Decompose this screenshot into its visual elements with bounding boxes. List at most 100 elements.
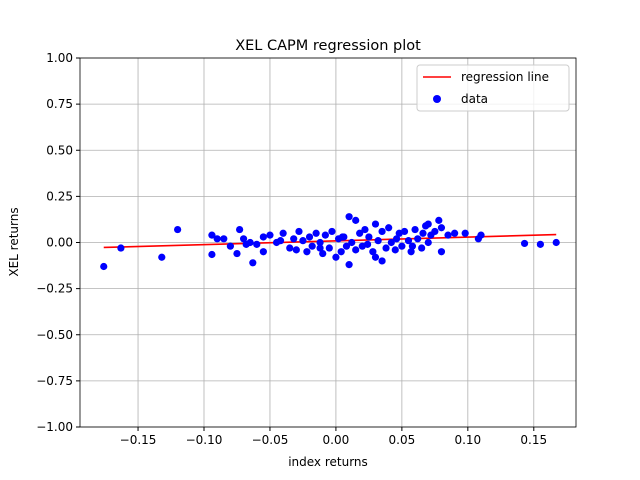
data-point [328, 227, 336, 236]
data-point [233, 249, 241, 258]
data-point [325, 244, 333, 252]
grid [80, 57, 576, 428]
data-point [308, 242, 316, 250]
data-point [352, 216, 360, 224]
legend-swatch [433, 95, 441, 103]
data-point [424, 238, 432, 247]
data-point [321, 231, 329, 239]
y-axis-label: XEL returns [7, 207, 21, 276]
data-point [117, 244, 125, 252]
y-tick-label: −0.50 [36, 328, 73, 342]
data-point [319, 249, 327, 258]
data-point [392, 235, 401, 243]
x-tick-label: 0.10 [454, 433, 481, 447]
legend: regression line data [416, 64, 570, 112]
x-tick-label: −0.05 [252, 433, 289, 447]
data-point [158, 253, 166, 261]
y-tick-label: 0.50 [46, 143, 73, 157]
data-point [451, 229, 459, 237]
data-point [408, 242, 417, 250]
data-point [276, 237, 285, 245]
data-point [337, 248, 345, 256]
data-point [174, 225, 182, 234]
axes: −0.15 −0.10 −0.05 0.00 0.05 0.10 0.15 −1.00 −0.7… [36, 51, 547, 447]
data-point [292, 246, 300, 254]
data-point [345, 213, 353, 221]
plot-marks [100, 213, 560, 271]
data-point [385, 224, 393, 232]
data-point [365, 233, 373, 241]
data-point [242, 240, 250, 248]
x-tick-label: 0.05 [389, 433, 416, 447]
data-point [290, 235, 298, 243]
data-point [444, 231, 452, 239]
data-point [371, 220, 380, 228]
data-point [316, 238, 324, 247]
y-tick-label: 0.00 [46, 236, 73, 250]
data-point [477, 231, 485, 239]
y-tick-label: −0.75 [36, 374, 73, 388]
data-point [226, 242, 234, 250]
data-point [236, 225, 244, 234]
x-axis-label: index returns [288, 455, 368, 469]
data-point [536, 240, 544, 248]
data-point [208, 231, 216, 239]
data-point [404, 237, 413, 245]
data-point [419, 229, 427, 237]
legend-box [416, 64, 570, 112]
data-point [400, 227, 409, 236]
data-point [461, 229, 469, 237]
data-point [303, 248, 311, 256]
data-point [220, 235, 228, 243]
y-tick-label: −0.25 [36, 282, 73, 296]
data-point [266, 231, 274, 239]
data-point [418, 244, 426, 252]
data-point [382, 244, 390, 252]
y-tick-label: 0.75 [46, 97, 73, 111]
x-tick-label: 0.00 [323, 433, 350, 447]
data-point [239, 235, 248, 243]
data-point [305, 233, 314, 241]
data-point [361, 225, 369, 234]
data-point [411, 225, 419, 234]
data-point [259, 248, 267, 256]
data-point [299, 237, 307, 245]
data-point [332, 253, 340, 261]
y-tick-label: −1.00 [36, 420, 73, 434]
data-point [431, 227, 439, 236]
legend-label: regression line [461, 70, 549, 84]
data-point [259, 233, 267, 241]
data-point [437, 224, 446, 232]
data-point [387, 238, 395, 247]
data-point [312, 229, 320, 237]
data-point [356, 229, 364, 237]
chart-title: XEL CAPM regression plot [235, 38, 421, 54]
data-point [363, 240, 372, 248]
data-point [348, 238, 356, 247]
data-point [253, 240, 261, 248]
x-tick-label: −0.15 [120, 433, 157, 447]
legend-label: data [461, 92, 488, 106]
data-point [374, 237, 382, 245]
data-point [437, 248, 446, 256]
data-point [338, 233, 347, 241]
data-point [342, 242, 351, 250]
data-point [552, 238, 560, 247]
data-point [520, 239, 529, 248]
data-point [424, 220, 432, 228]
data-point [407, 248, 415, 256]
data-point [435, 216, 443, 224]
data-point [352, 246, 360, 254]
data-point [279, 229, 287, 237]
data-point [398, 242, 406, 250]
data-point [371, 253, 380, 261]
data-point [316, 244, 324, 252]
y-tick-label: 1.00 [46, 51, 73, 65]
data-point [208, 250, 216, 259]
x-tick-label: −0.10 [186, 433, 223, 447]
y-tick-label: 0.25 [46, 189, 73, 203]
x-tick-label: 0.15 [520, 433, 547, 447]
data-point [286, 244, 294, 252]
data-point [249, 259, 257, 267]
